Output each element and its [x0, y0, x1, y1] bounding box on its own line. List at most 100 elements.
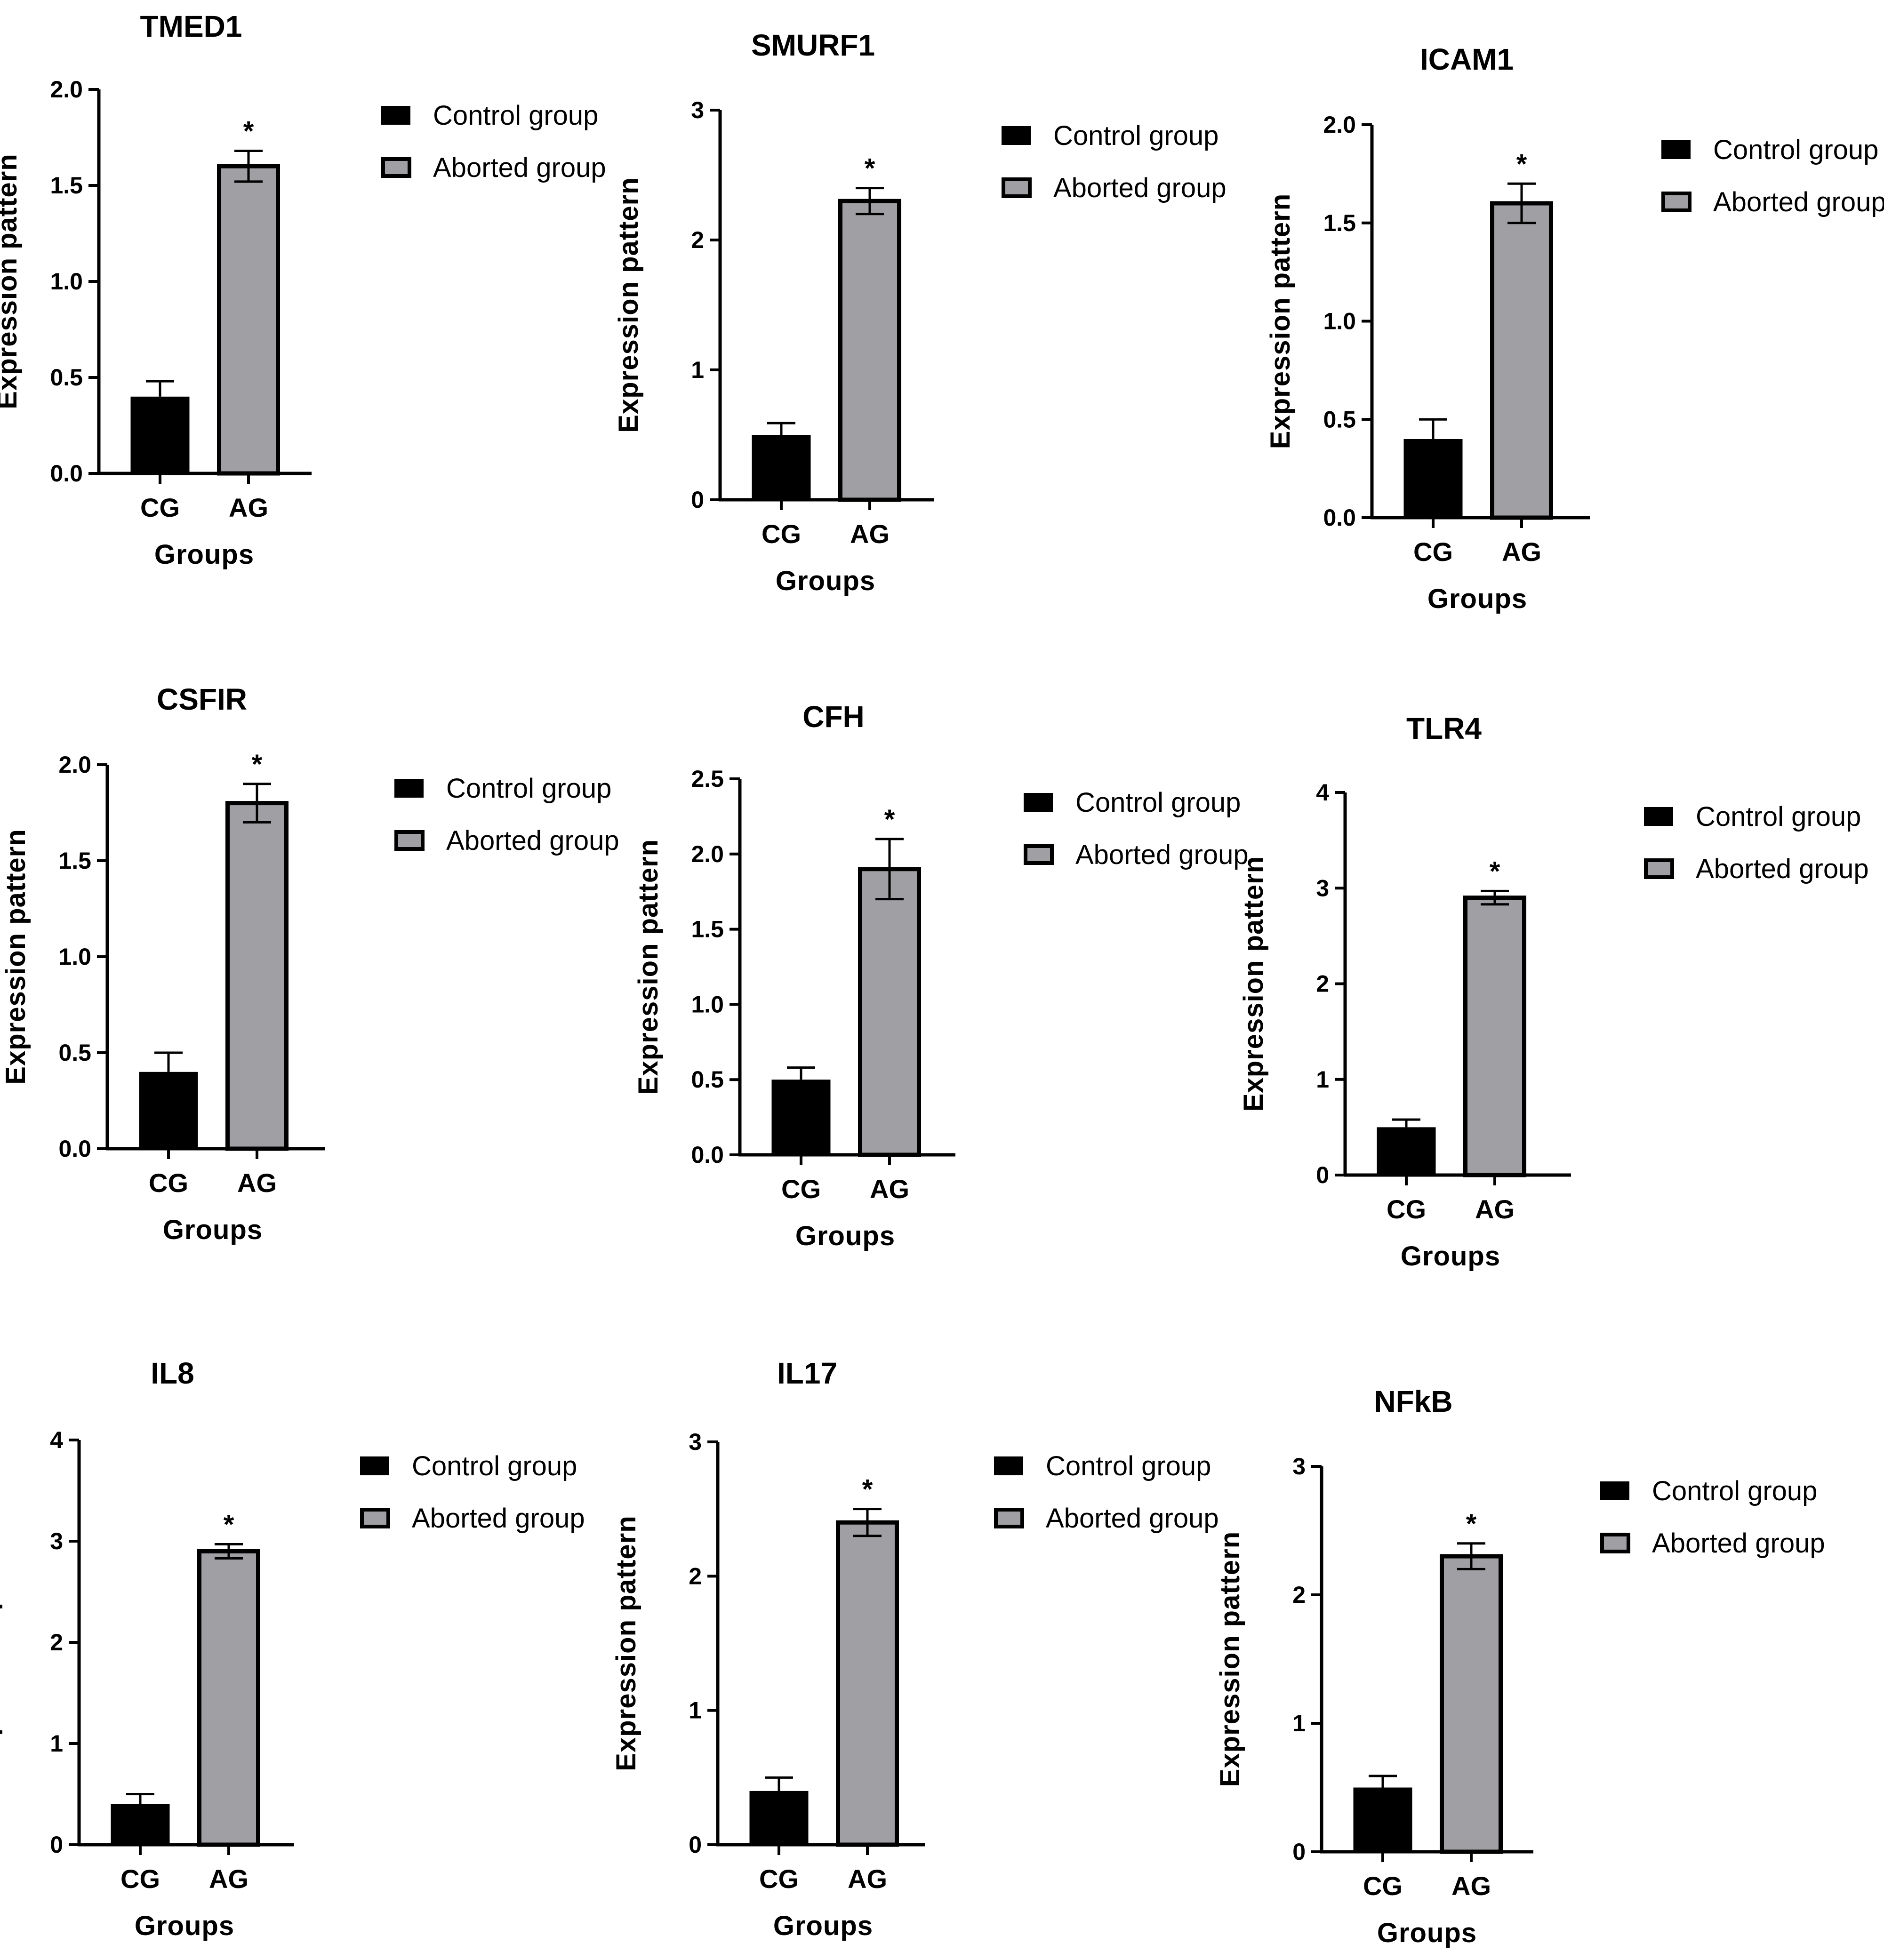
chart-panel-tmed1: TMED1 0.0 0.5 1.0 1.5 2.0 Expression pattern CG…: [0, 9, 606, 570]
bar-cg: [752, 435, 811, 500]
y-tick-label: 2.0: [1323, 112, 1356, 138]
legend-label-aborted: Aborted group: [1713, 187, 1884, 217]
legend-swatch-aborted: [1644, 858, 1674, 879]
legend-swatch-control: [394, 779, 424, 798]
x-tick-label: AG: [209, 1864, 249, 1894]
legend: Control group Aborted group: [1644, 801, 1869, 884]
y-tick-label: 3: [691, 97, 704, 123]
legend: Control group Aborted group: [360, 1451, 585, 1534]
y-tick-label: 1: [50, 1730, 63, 1757]
legend-label-aborted: Aborted group: [446, 825, 619, 856]
y-tick-label: 2.0: [58, 752, 91, 778]
bar-cg: [130, 396, 190, 473]
chart-panel-il17: IL17 0 1 2 3 Expression pattern CG * AG Groups Con…: [611, 1356, 1219, 1941]
bar-ag: [217, 164, 280, 476]
x-tick-label: CG: [149, 1168, 188, 1198]
significance-marker: *: [865, 153, 875, 184]
bar-cg: [749, 1791, 809, 1845]
x-tick-label: AG: [229, 493, 268, 522]
bar-cg: [1377, 1127, 1436, 1175]
y-axis-label: Expression pattern: [633, 839, 664, 1095]
bar-ag: [1490, 201, 1553, 520]
y-axis-label: Expression pattern: [1238, 856, 1269, 1112]
chart-title: TLR4: [1406, 712, 1482, 745]
legend-label-aborted: Aborted group: [1046, 1503, 1219, 1534]
y-tick-label: 2.0: [50, 76, 83, 103]
legend: Control group Aborted group: [1661, 135, 1884, 217]
y-tick-label: 3: [50, 1528, 63, 1554]
x-tick-label: CG: [762, 519, 801, 549]
legend-swatch-aborted: [994, 1508, 1024, 1528]
x-tick-label: CG: [1413, 537, 1453, 567]
bar-ag: [225, 801, 289, 1151]
legend-label-aborted: Aborted group: [1696, 854, 1869, 884]
legend-label-control: Control group: [1696, 801, 1861, 832]
legend: Control group Aborted group: [1024, 787, 1249, 870]
y-axis-label: Expression pattern: [1265, 193, 1296, 449]
y-tick-label: 0.5: [691, 1066, 724, 1093]
y-tick-label: 0.0: [58, 1136, 91, 1162]
legend-label-control: Control group: [1053, 120, 1219, 151]
x-axis-label: Groups: [163, 1215, 263, 1245]
legend-label-control: Control group: [1713, 135, 1878, 165]
x-tick-label: CG: [1387, 1194, 1426, 1224]
legend-label-control: Control group: [412, 1451, 577, 1481]
y-tick-label: 1.5: [1323, 210, 1356, 236]
y-axis-label: Expression pattern: [0, 829, 31, 1084]
chart-panel-csfir: CSFIR 0.0 0.5 1.0 1.5 2.0 Expression pattern CG…: [0, 682, 619, 1245]
x-tick-label: AG: [1502, 537, 1541, 567]
y-tick-label: 4: [50, 1427, 63, 1453]
significance-marker: *: [1516, 149, 1527, 179]
x-tick-label: AG: [870, 1174, 909, 1204]
significance-marker: *: [1466, 1509, 1477, 1539]
legend-label-control: Control group: [433, 100, 598, 131]
legend-label-control: Control group: [446, 773, 611, 804]
chart-panel-tlr4: TLR4 0 1 2 3 4 Expression pattern CG * AG Groups Co…: [1238, 712, 1869, 1272]
legend-swatch-control: [360, 1456, 389, 1475]
x-axis-label: Groups: [154, 539, 254, 570]
legend-label-aborted: Aborted group: [1652, 1528, 1825, 1559]
chart-title: CSFIR: [157, 682, 247, 716]
y-tick-label: 2: [689, 1563, 702, 1589]
significance-marker: *: [224, 1509, 234, 1540]
y-tick-label: 2: [691, 227, 704, 253]
bar-ag: [1463, 896, 1526, 1177]
x-axis-label: Groups: [795, 1221, 895, 1251]
chart-panel-il8: IL8 0 1 2 3 4 Expression pattern CG * AG Groups Con…: [0, 1356, 585, 1941]
y-tick-label: 2.0: [691, 841, 724, 867]
x-axis-label: Groups: [135, 1911, 234, 1941]
y-tick-label: 0: [50, 1832, 63, 1858]
y-tick-label: 0: [1316, 1162, 1329, 1188]
chart-panel-nfkb: NFkB 0 1 2 3 Expression pattern CG * AG Groups Con…: [1215, 1384, 1825, 1948]
y-axis-label: Expression pattern: [611, 1515, 641, 1771]
bar-cg: [111, 1804, 170, 1845]
x-axis-label: Groups: [1377, 1918, 1477, 1948]
legend-swatch-aborted: [1002, 177, 1032, 198]
x-tick-label: CG: [1363, 1871, 1403, 1901]
y-tick-label: 3: [689, 1429, 702, 1455]
y-tick-label: 2: [50, 1629, 63, 1656]
bar-ag: [836, 1520, 899, 1847]
bar-cg: [771, 1080, 831, 1155]
y-tick-label: 0.5: [58, 1040, 91, 1066]
y-tick-label: 0: [691, 487, 704, 513]
legend-swatch-control: [1644, 807, 1673, 826]
legend-swatch-aborted: [1661, 192, 1692, 212]
chart-title: TMED1: [140, 9, 242, 43]
y-tick-label: 0: [1292, 1839, 1306, 1865]
legend-label-control: Control group: [1046, 1451, 1211, 1481]
legend-swatch-control: [1661, 140, 1691, 159]
x-tick-label: AG: [848, 1864, 887, 1894]
y-axis-label: Expression pattern: [0, 1514, 3, 1770]
y-tick-label: 0.5: [1323, 406, 1356, 432]
x-tick-label: AG: [1475, 1194, 1515, 1224]
legend-swatch-aborted: [394, 830, 425, 851]
y-tick-label: 1.0: [691, 991, 724, 1017]
legend: Control group Aborted group: [1002, 120, 1227, 203]
x-axis-label: Groups: [776, 566, 875, 596]
y-tick-label: 1: [1292, 1710, 1306, 1736]
chart-title: SMURF1: [751, 28, 875, 62]
chart-panel-icam1: ICAM1 0.0 0.5 1.0 1.5 2.0 Expression pattern CG…: [1265, 42, 1884, 614]
